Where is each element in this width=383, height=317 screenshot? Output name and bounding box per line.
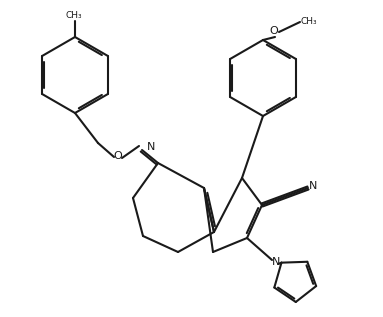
Text: CH₃: CH₃ <box>301 16 317 25</box>
Text: N: N <box>272 257 280 267</box>
Text: N: N <box>147 142 155 152</box>
Text: O: O <box>270 26 278 36</box>
Text: CH₃: CH₃ <box>66 11 82 21</box>
Text: O: O <box>114 151 123 161</box>
Text: N: N <box>309 181 317 191</box>
